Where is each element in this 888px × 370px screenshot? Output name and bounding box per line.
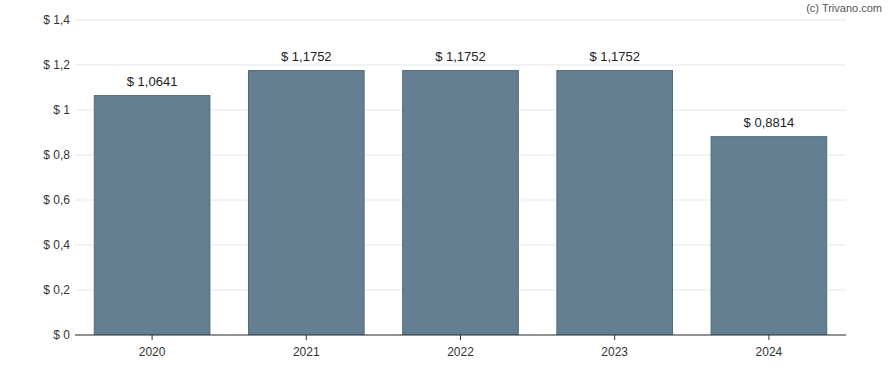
y-tick-label: $ 0	[53, 328, 70, 342]
x-tick-label: 2020	[139, 345, 166, 359]
data-label: $ 1,0641	[127, 74, 178, 89]
bar	[403, 71, 519, 335]
grid-line	[75, 20, 846, 21]
data-label: $ 0,8814	[744, 115, 795, 130]
y-tick-label: $ 1,2	[43, 58, 70, 72]
x-tick-label: 2024	[756, 345, 783, 359]
grid-line	[75, 65, 846, 66]
x-tick-label: 2022	[447, 345, 474, 359]
annotation: (c) Trivano.com	[806, 2, 882, 14]
x-tick-label: 2021	[293, 345, 320, 359]
data-label: $ 1,1752	[435, 49, 486, 64]
bar	[557, 71, 673, 335]
bar	[94, 96, 210, 335]
x-tick	[306, 335, 307, 340]
bar	[248, 71, 364, 335]
data-label: $ 1,1752	[281, 49, 332, 64]
y-tick-label: $ 0,4	[43, 238, 70, 252]
chart: $ 0 $ 0,2 $ 0,4 $ 0,6 $ 0,8 $ 1 $ 1,2 $ 1,4 $ 1,…	[0, 0, 888, 370]
y-tick-label: $ 1	[53, 103, 70, 117]
x-tick	[152, 335, 153, 340]
y-tick-label: $ 0,2	[43, 283, 70, 297]
x-tick	[460, 335, 461, 340]
bar	[711, 137, 827, 335]
x-tick	[768, 335, 769, 340]
y-tick-label: $ 1,4	[43, 13, 70, 27]
y-tick-label: $ 0,6	[43, 193, 70, 207]
x-tick	[614, 335, 615, 340]
bars	[94, 71, 826, 335]
x-tick-label: 2023	[601, 345, 628, 359]
data-label: $ 1,1752	[589, 49, 640, 64]
y-tick-label: $ 0,8	[43, 148, 70, 162]
